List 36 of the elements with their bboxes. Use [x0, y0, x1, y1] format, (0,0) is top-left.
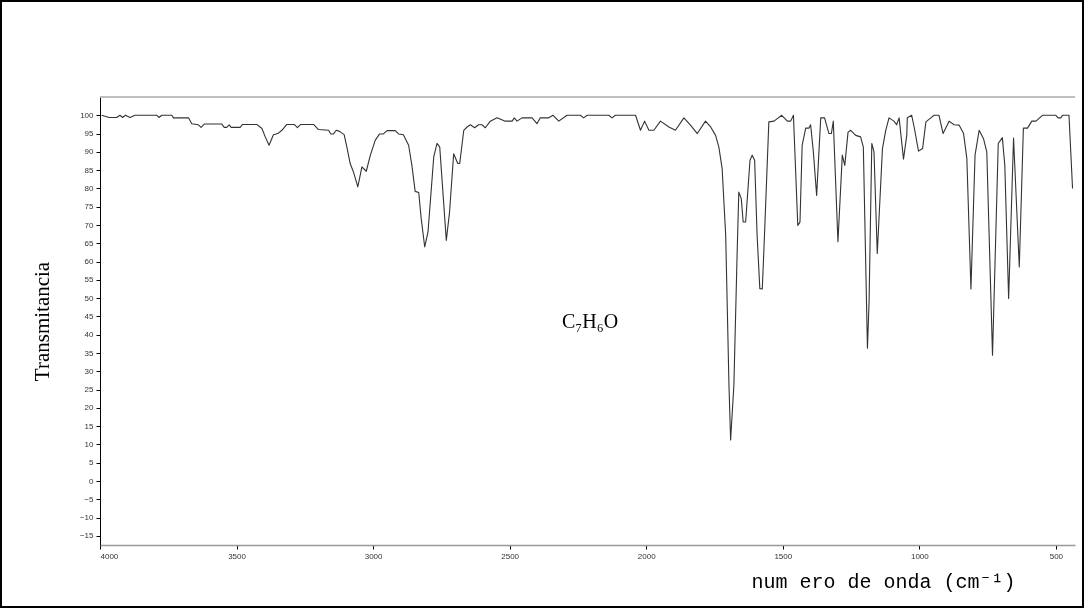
annotation: C₇H₆O	[561, 310, 619, 332]
y-tick-label: 25	[84, 385, 95, 395]
y-tick-label: 5	[89, 458, 95, 468]
y-tick-label: 45	[84, 311, 95, 321]
y-tick-label: −15	[79, 531, 95, 541]
y-tick-label: 100	[80, 110, 95, 120]
y-axis-title: Transmitancia	[29, 261, 54, 382]
x-tick-label: 2500	[501, 551, 520, 561]
y-tick-label: 30	[84, 366, 95, 376]
line-series	[101, 114, 1074, 441]
y-tick-label: 80	[84, 183, 95, 193]
y-tick-label: 10	[84, 439, 95, 449]
x-axis-title: num ero de onda (cm⁻¹)	[751, 570, 1016, 594]
x-tick-label: 2000	[637, 551, 657, 561]
x-tick-label: 500	[1049, 551, 1064, 561]
x-tick-label: 4000	[100, 551, 119, 561]
y-tick-label: 50	[84, 293, 95, 303]
x-tick-label: 1000	[910, 551, 930, 561]
x-tick-label: 3000	[364, 551, 384, 561]
y-tick-label: 20	[84, 403, 95, 413]
y-tick-label: 95	[84, 129, 95, 139]
y-tick-label: 75	[84, 202, 95, 212]
y-tick-label: 55	[84, 275, 95, 285]
x-tick-label: 1500	[774, 551, 793, 561]
x-tick-label: 3500	[228, 551, 247, 561]
y-tick-label: 60	[84, 257, 95, 267]
y-tick-label: 65	[84, 238, 95, 248]
y-tick-label: 15	[84, 421, 95, 431]
y-tick-label: 35	[84, 348, 95, 358]
y-tick-label: −10	[79, 513, 95, 523]
y-tick-label: 40	[84, 330, 95, 340]
y-tick-label: 85	[84, 165, 95, 175]
y-tick-label: 70	[84, 220, 95, 230]
y-tick-label: 90	[84, 147, 95, 157]
y-tick-label: 0	[89, 476, 95, 486]
y-tick-label: −5	[84, 494, 95, 504]
